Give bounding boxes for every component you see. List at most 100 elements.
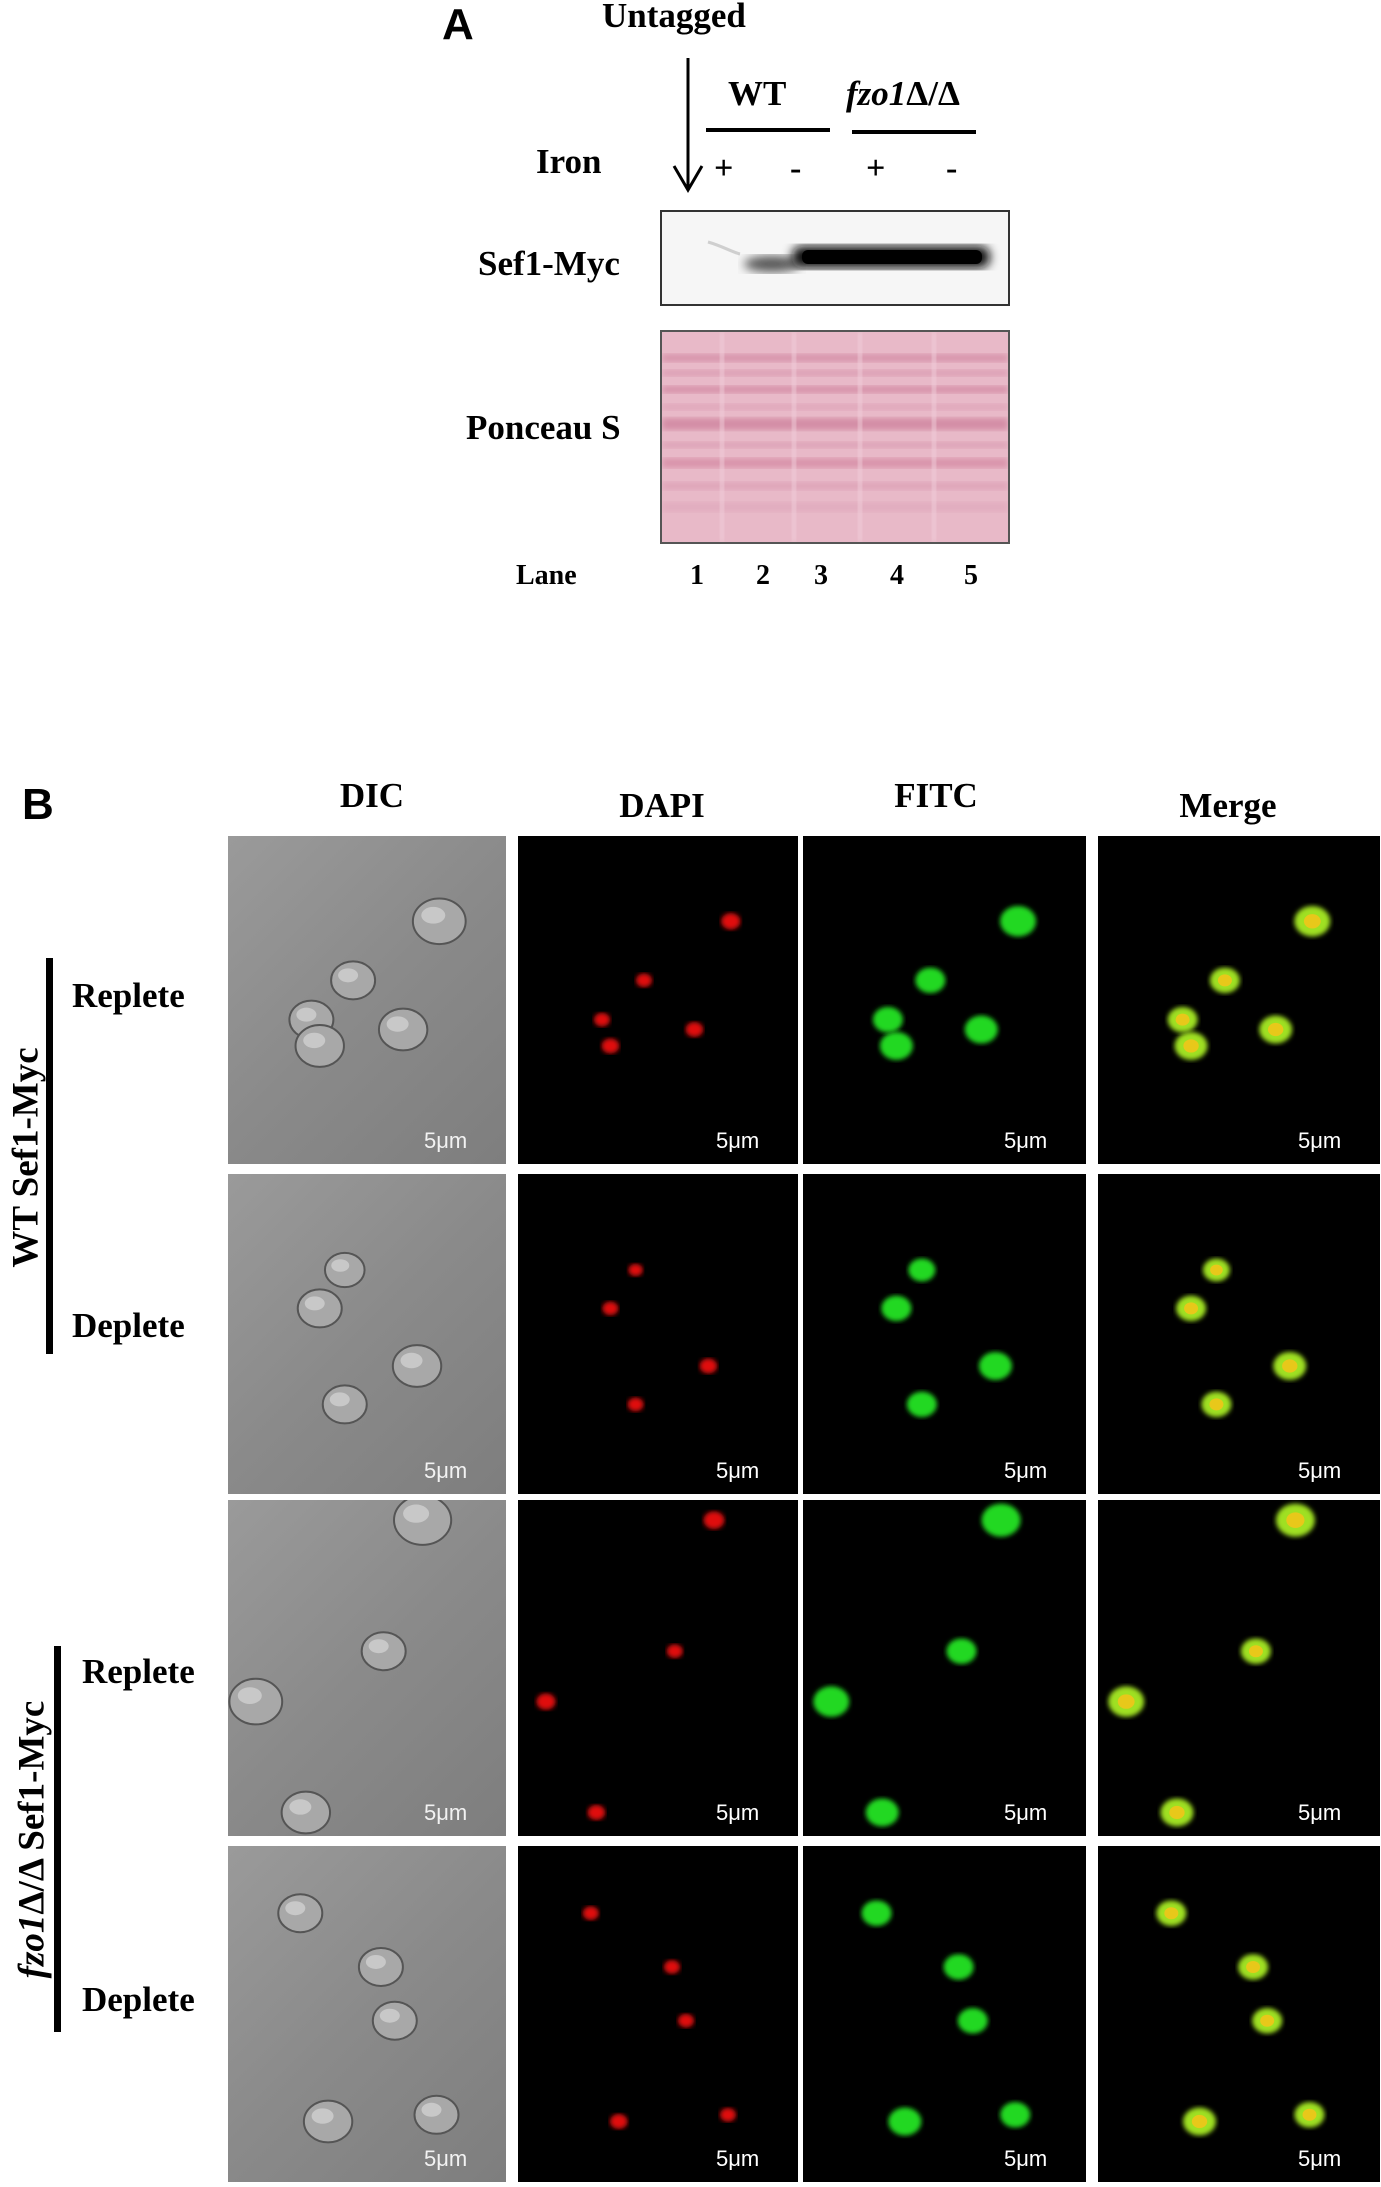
scale-bar-icon <box>1284 1442 1380 1458</box>
scale-bar-icon <box>990 1784 1086 1800</box>
micrograph-mutant-replete-merge: 5μm <box>1098 1500 1380 1836</box>
row-label-wt-deplete: Deplete <box>72 1306 185 1345</box>
lane-number-5: 5 <box>964 560 978 591</box>
dapi-spot <box>678 2013 694 2028</box>
blot-label: Sef1-Myc <box>478 244 620 283</box>
fitc-spot <box>813 1686 850 1717</box>
dapi-spot <box>601 1038 620 1054</box>
dapi-spot <box>703 1511 725 1529</box>
western-blot-image <box>660 210 1010 306</box>
merge-overlap-spot <box>1183 1039 1199 1053</box>
micrograph-wt-replete-fitc: 5μm <box>803 836 1086 1164</box>
dapi-spot <box>720 2108 736 2122</box>
scale-bar-label: 5μm <box>424 2146 468 2171</box>
group-label-mutant-gene: fzo1 <box>11 1914 53 1979</box>
merge-overlap-spot <box>1169 1805 1185 1820</box>
dapi-spot <box>602 1301 619 1316</box>
iron-label: Iron <box>536 142 602 181</box>
scale-bar-label: 5μm <box>1298 2146 1342 2171</box>
fitc-spot <box>978 1351 1012 1381</box>
scale-bar-icon <box>1284 1112 1380 1128</box>
merge-overlap-spot <box>1260 2014 1275 2027</box>
group-label-wt: WT Sef1-Myc <box>5 1047 47 1268</box>
fitc-spot <box>888 2107 922 2136</box>
untagged-label: Untagged <box>602 0 746 35</box>
merge-overlap-spot <box>1209 1398 1224 1411</box>
merge-overlap-spot <box>1184 1302 1199 1315</box>
lane-number-4: 4 <box>890 560 904 591</box>
group-label-mutant: fzo1Δ/Δ Sef1-Myc <box>11 1620 54 2060</box>
group-label-mutant-text: Δ/Δ Sef1-Myc <box>11 1700 53 1915</box>
untagged-arrow-icon <box>672 58 704 193</box>
merge-overlap-spot <box>1164 1907 1179 1920</box>
cell-highlight <box>338 968 359 983</box>
cell-highlight <box>303 1032 326 1049</box>
cell-highlight <box>329 1392 350 1407</box>
iron-sign-lane2: + <box>714 150 734 187</box>
group-wt-label: WT <box>728 74 787 113</box>
micrograph-mutant-replete-dapi: 5μm <box>518 1500 798 1836</box>
fitc-spot <box>915 967 946 994</box>
scale-bar-label: 5μm <box>716 1800 760 1825</box>
dapi-spot <box>685 1022 704 1037</box>
fitc-spot <box>865 1798 899 1827</box>
group-wt-underline <box>706 128 830 132</box>
fitc-spot <box>957 2007 988 2034</box>
micrograph-wt-deplete-fitc: 5μm <box>803 1174 1086 1494</box>
fitc-spot <box>906 1391 937 1418</box>
iron-sign-lane3: - <box>790 150 802 187</box>
lane-number-3: 3 <box>814 560 828 591</box>
dapi-spot <box>666 1644 683 1658</box>
scale-bar-label: 5μm <box>1298 1458 1342 1483</box>
column-header-fitc: FITC <box>894 776 978 815</box>
group-mutant-suffix: Δ/Δ <box>906 74 960 113</box>
scale-bar-icon <box>1284 1784 1380 1800</box>
scale-bar-icon <box>702 1112 798 1128</box>
merge-overlap-spot <box>1248 1645 1263 1658</box>
column-header-merge: Merge <box>1179 786 1277 825</box>
scale-bar-label: 5μm <box>716 1128 760 1153</box>
scale-bar-icon <box>990 2130 1086 2146</box>
micrograph-mutant-replete-fitc: 5μm <box>803 1500 1086 1836</box>
scale-bar-label: 5μm <box>1298 1800 1342 1825</box>
scale-bar-label: 5μm <box>716 2146 760 2171</box>
merge-overlap-spot <box>1175 1013 1190 1026</box>
fitc-spot <box>861 1900 892 1926</box>
scale-bar-icon <box>702 1442 798 1458</box>
row-label-mutant-replete: Replete <box>82 1652 195 1691</box>
scale-bar-label: 5μm <box>1004 1458 1048 1483</box>
cell-highlight <box>365 1954 386 1969</box>
scale-bar-icon <box>410 2130 506 2146</box>
lane-number-2: 2 <box>756 560 770 591</box>
scale-bar-icon <box>990 1442 1086 1458</box>
dapi-spot <box>587 1805 606 1820</box>
fitc-spot <box>946 1638 977 1664</box>
merge-overlap-spot <box>1302 2108 1317 2121</box>
cell-highlight <box>304 1296 325 1311</box>
dapi-spot <box>664 1960 680 1974</box>
column-header-dapi: DAPI <box>619 786 705 825</box>
group-bar-wt <box>46 958 53 1354</box>
scale-bar-label: 5μm <box>716 1458 760 1483</box>
micrograph-mutant-deplete-dic: 5μm <box>228 1846 506 2182</box>
micrograph-wt-deplete-dapi: 5μm <box>518 1174 798 1494</box>
dapi-spot <box>636 973 652 988</box>
scale-bar-icon <box>702 2130 798 2146</box>
cell-highlight <box>403 1504 430 1523</box>
dapi-spot <box>582 1906 599 1920</box>
fitc-spot <box>881 1295 912 1322</box>
merge-overlap-spot <box>1282 1359 1298 1373</box>
fitc-spot <box>964 1015 998 1044</box>
scale-bar-icon <box>410 1442 506 1458</box>
cell-highlight <box>400 1352 423 1369</box>
dapi-spot <box>627 1397 644 1412</box>
row-label-mutant-deplete: Deplete <box>82 1980 195 2019</box>
cell-highlight <box>386 1016 409 1032</box>
dapi-spot <box>699 1358 718 1374</box>
ponceau-stain-image <box>660 330 1010 544</box>
dapi-spot <box>610 2114 628 2129</box>
micrograph-mutant-deplete-fitc: 5μm <box>803 1846 1086 2182</box>
scale-bar-icon <box>1284 2130 1380 2146</box>
merge-overlap-spot <box>1267 1022 1284 1037</box>
panel-b-letter: B <box>22 780 54 829</box>
